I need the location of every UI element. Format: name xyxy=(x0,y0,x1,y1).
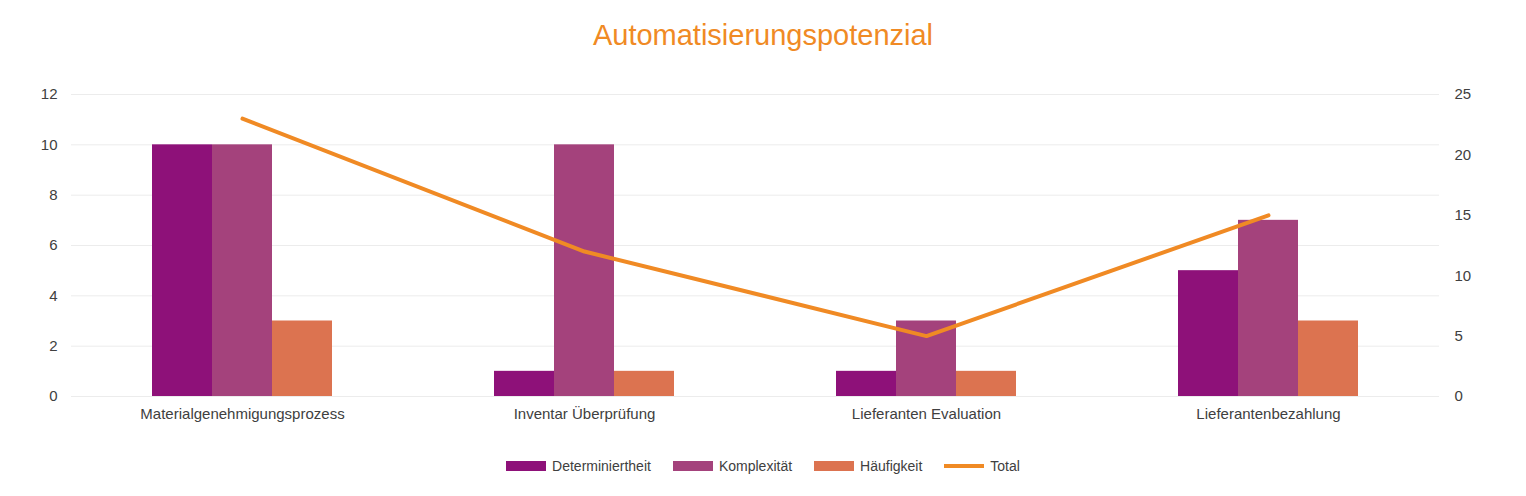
svg-text:10: 10 xyxy=(1455,267,1472,284)
svg-text:20: 20 xyxy=(1455,146,1472,163)
svg-text:2: 2 xyxy=(49,337,57,354)
svg-text:10: 10 xyxy=(41,136,58,153)
html-text:Total: Total xyxy=(990,458,1020,474)
svg-text:Lieferanten Evaluation: Lieferanten Evaluation xyxy=(852,405,1001,422)
svg-text:8: 8 xyxy=(49,186,57,203)
svg-text:5: 5 xyxy=(1455,327,1463,344)
svg-text:Lieferantenbezahlung: Lieferantenbezahlung xyxy=(1196,405,1340,422)
svg-text:15: 15 xyxy=(1455,206,1472,223)
svg-text:Inventar Überprüfung: Inventar Überprüfung xyxy=(514,405,656,422)
svg-text:Materialgenehmigungsprozess: Materialgenehmigungsprozess xyxy=(140,405,344,422)
svg-text:0: 0 xyxy=(1455,387,1463,404)
svg-text:25: 25 xyxy=(1455,85,1472,102)
svg-text:4: 4 xyxy=(49,287,57,304)
html-text:Automatisierungspotenzial: Automatisierungspotenzial xyxy=(592,18,934,51)
html-text:Determiniertheit: Determiniertheit xyxy=(552,458,651,474)
svg-text:12: 12 xyxy=(41,85,58,102)
html-text:Komplexität: Komplexität xyxy=(718,458,793,474)
svg-text:6: 6 xyxy=(49,236,57,253)
html-text:Häufigkeit: Häufigkeit xyxy=(860,458,923,474)
svg-text:0: 0 xyxy=(49,387,57,404)
